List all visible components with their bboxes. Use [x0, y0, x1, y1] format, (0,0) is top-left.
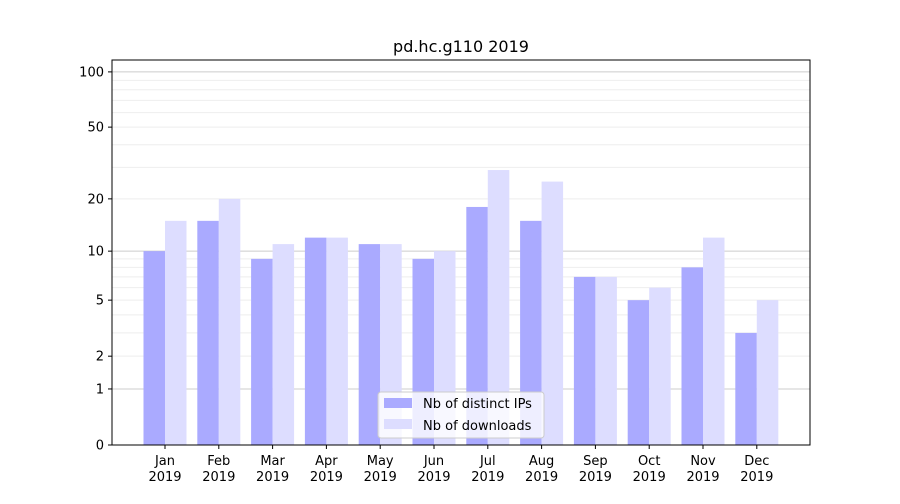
y-tick-label: 5 — [96, 294, 104, 309]
y-tick-label: 1 — [96, 382, 104, 397]
bar-downloads — [272, 244, 295, 445]
x-tick-label: May 2019 — [364, 454, 397, 485]
bar-downloads — [756, 300, 779, 445]
bar-ips — [573, 276, 596, 445]
bar-ips — [627, 300, 650, 445]
bar-ips — [520, 220, 542, 445]
bar-ips — [735, 332, 757, 445]
bar-downloads — [165, 220, 187, 445]
legend-label-ips: Nb of distinct IPs — [423, 397, 532, 412]
bar-downloads — [218, 198, 241, 445]
x-tick-label: Oct 2019 — [633, 454, 666, 485]
bar-downloads — [703, 237, 725, 445]
plot-frame — [111, 59, 811, 446]
legend-box — [377, 391, 545, 439]
bar-downloads — [649, 287, 671, 445]
x-tick-label: Feb 2019 — [202, 454, 235, 485]
bar-ips — [304, 237, 327, 445]
x-tick-label: Mar 2019 — [256, 454, 289, 485]
y-tick-label: 20 — [87, 192, 104, 207]
legend-swatch-downloads — [384, 419, 412, 429]
x-tick-label: Jul 2019 — [471, 454, 504, 485]
y-tick-label: 50 — [87, 121, 104, 136]
x-tick-label: Sep 2019 — [579, 454, 612, 485]
y-axis: 0 1 2 5 10 20 50 100 — [79, 65, 112, 454]
bar-downloads — [595, 276, 617, 445]
x-tick-label: Jun 2019 — [417, 454, 450, 485]
bar-downloads — [487, 170, 510, 445]
legend-swatch-ips — [384, 398, 412, 408]
y-tick-label: 0 — [96, 439, 104, 454]
bar-ips — [358, 244, 381, 445]
x-axis: Jan 2019 Feb 2019 Mar 2019 Apr 2019 May 2019 Jun 20… — [148, 445, 773, 485]
x-tick-label: Aug 2019 — [525, 454, 558, 485]
chart-title: pd.hc.g110 2019 — [393, 37, 529, 56]
bar-ips — [143, 251, 165, 445]
bar-downloads — [541, 181, 564, 445]
y-tick-label: 100 — [79, 65, 104, 80]
y-tick-label: 10 — [87, 245, 104, 260]
bar-ips — [466, 206, 488, 445]
legend: Nb of distinct IPs Nb of downloads — [377, 391, 545, 439]
x-tick-label: Dec 2019 — [740, 454, 773, 485]
bar-downloads — [326, 237, 348, 445]
y-tick-label: 2 — [96, 350, 104, 365]
legend-label-downloads: Nb of downloads — [423, 419, 532, 434]
bar-ips — [251, 258, 273, 445]
bar-ips — [681, 267, 703, 445]
x-tick-label: Apr 2019 — [310, 454, 343, 485]
x-tick-label: Nov 2019 — [686, 454, 719, 485]
bar-ips — [197, 220, 219, 445]
x-tick-label: Jan 2019 — [148, 454, 181, 485]
